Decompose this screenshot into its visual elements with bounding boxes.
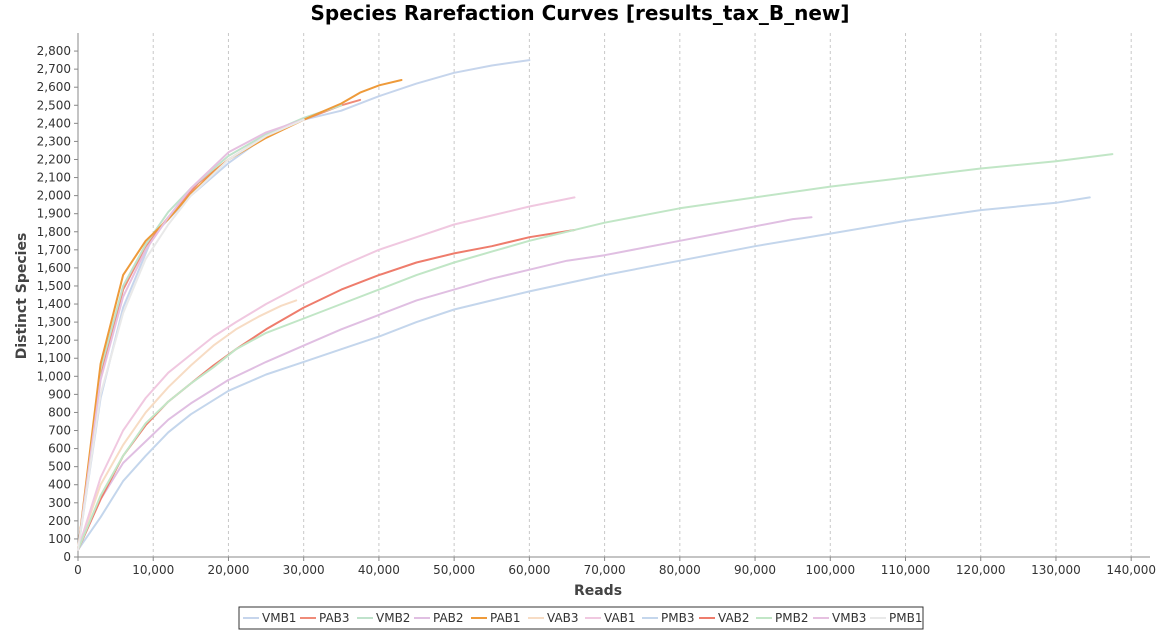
series-line-pab2 — [77, 216, 813, 551]
y-tick-label: 2,400 — [37, 116, 71, 130]
legend-label-pab2: PAB2 — [433, 611, 464, 625]
series-line-vmb3 — [77, 118, 305, 551]
y-tick-label: 2,500 — [37, 98, 71, 112]
series-line-vab3 — [77, 299, 298, 551]
x-axis-title: Reads — [574, 583, 622, 599]
x-tick-label: 140,000 — [1106, 563, 1156, 577]
y-tick-label: 1,100 — [37, 351, 71, 365]
y-axis-title: Distinct Species — [14, 233, 30, 360]
legend-label-pab3: PAB3 — [319, 611, 350, 625]
y-tick-label: 900 — [48, 387, 71, 401]
y-tick-label: 1,500 — [37, 279, 71, 293]
y-tick-label: 400 — [48, 478, 71, 492]
series-line-vab1 — [77, 196, 576, 551]
x-tick-label: 0 — [74, 563, 82, 577]
x-tick-label: 70,000 — [584, 563, 626, 577]
x-tick-label: 20,000 — [207, 563, 249, 577]
x-tick-label: 50,000 — [433, 563, 475, 577]
legend-label-vab2: VAB2 — [718, 611, 750, 625]
legend-label-vmb3: VMB3 — [832, 611, 866, 625]
x-tick-label: 40,000 — [358, 563, 400, 577]
axes-layer: 0 10,000 20,000 30,000 40,000 50,000 60,000 70,… — [37, 33, 1156, 577]
series-layer — [77, 59, 1114, 551]
y-tick-label: 2,600 — [37, 80, 71, 94]
legend-label-pmb1: PMB1 — [889, 611, 922, 625]
x-tick-label: 80,000 — [659, 563, 701, 577]
y-tick-label: 0 — [63, 550, 71, 564]
y-tick-label: 800 — [48, 405, 71, 419]
x-tick-label: 60,000 — [508, 563, 550, 577]
x-tick-label: 30,000 — [283, 563, 325, 577]
x-tick-label: 110,000 — [881, 563, 931, 577]
legend-label-vab3: VAB3 — [547, 611, 579, 625]
y-tick-label: 1,300 — [37, 315, 71, 329]
y-tick-label: 1,800 — [37, 225, 71, 239]
legend-label-vmb2: VMB2 — [376, 611, 410, 625]
y-tick-label: 700 — [48, 424, 71, 438]
legend-label-pab1: PAB1 — [490, 611, 521, 625]
chart-title: Species Rarefaction Curves [results_tax_… — [310, 1, 849, 25]
grid-layer — [152, 33, 1132, 557]
x-tick-label: 100,000 — [805, 563, 855, 577]
legend-label-pmb2: PMB2 — [775, 611, 808, 625]
y-tick-label: 2,300 — [37, 134, 71, 148]
y-tick-label: 2,200 — [37, 152, 71, 166]
series-line-pmb3 — [77, 196, 1091, 551]
x-tick-label: 90,000 — [734, 563, 776, 577]
legend-box — [238, 606, 924, 630]
x-tick-label: 10,000 — [132, 563, 174, 577]
y-tick-label: 600 — [48, 442, 71, 456]
legend: VMB1 PAB3 VMB2 PAB2 PAB1 VAB3 VAB1 PMB3 VAB2 PMB2… — [238, 606, 924, 630]
x-tick-label: 130,000 — [1031, 563, 1081, 577]
y-tick-label: 1,200 — [37, 333, 71, 347]
y-tick-label: 300 — [48, 496, 71, 510]
y-tick-label: 1,600 — [37, 261, 71, 275]
y-tick-label: 500 — [48, 460, 71, 474]
y-tick-label: 200 — [48, 514, 71, 528]
series-line-pmb1 — [77, 118, 305, 551]
legend-label-pmb3: PMB3 — [661, 611, 694, 625]
y-tick-label: 1,400 — [37, 297, 71, 311]
y-tick-label: 1,900 — [37, 207, 71, 221]
y-tick-label: 2,100 — [37, 171, 71, 185]
y-tick-label: 2,800 — [37, 44, 71, 58]
series-line-pmb2 — [77, 153, 1114, 551]
x-tick-label: 120,000 — [956, 563, 1006, 577]
y-tick-label: 2,000 — [37, 189, 71, 203]
y-tick-label: 1,700 — [37, 243, 71, 257]
legend-label-vmb1: VMB1 — [262, 611, 296, 625]
legend-label-vab1: VAB1 — [604, 611, 636, 625]
y-tick-label: 1,000 — [37, 369, 71, 383]
y-tick-label: 100 — [48, 532, 71, 546]
y-tick-label: 2,700 — [37, 62, 71, 76]
